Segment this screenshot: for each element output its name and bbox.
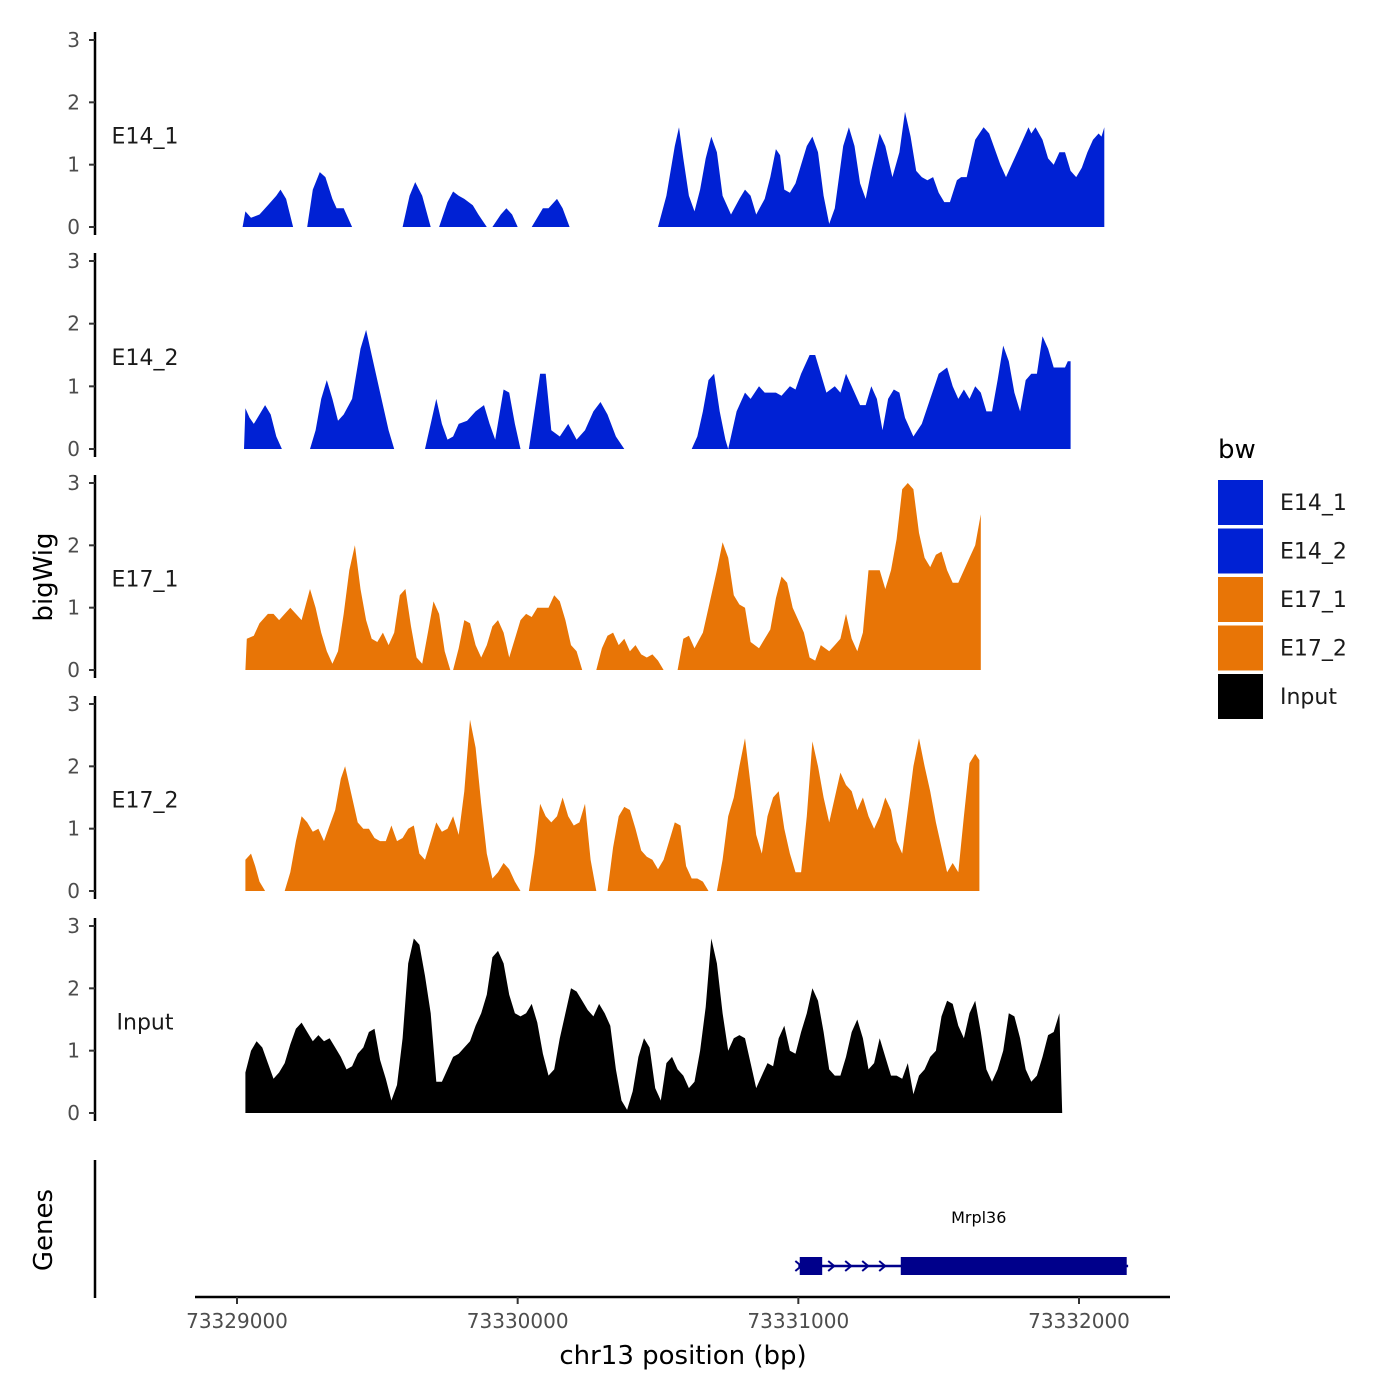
- x-axis: 73329000 73330000 73331000 73332000 chr13 po…: [186, 1295, 1170, 1371]
- strand-arrow: [861, 1260, 870, 1272]
- y-tick-label: 2: [67, 312, 80, 336]
- y-tick-label: 1: [67, 153, 80, 177]
- signal-area: [245, 938, 1063, 1113]
- y-tick-label: 3: [67, 471, 80, 495]
- x-tick-label: 73332000: [1028, 1309, 1130, 1333]
- legend-label: E17_2: [1280, 637, 1347, 662]
- y-tick-label: 0: [67, 437, 80, 461]
- y-tick-label: 1: [67, 1039, 80, 1063]
- gene-exon: [900, 1257, 1127, 1275]
- track-panel-e14-1: 0 1 2 3 E14_1: [67, 28, 1105, 239]
- legend-label: E14_1: [1280, 491, 1347, 516]
- y-tick-label: 3: [67, 914, 80, 938]
- legend-swatch: [1218, 528, 1263, 574]
- genes-axis-title: Genes: [29, 1189, 59, 1271]
- y-tick-label: 2: [67, 976, 80, 1000]
- legend-swatch: [1218, 480, 1263, 525]
- gene-exon: [799, 1257, 823, 1275]
- y-axis-title: bigWig: [29, 532, 59, 621]
- legend-label: Input: [1280, 685, 1337, 710]
- track-label: E17_1: [112, 568, 179, 593]
- legend-label: E14_2: [1280, 540, 1347, 565]
- gene-model: Mrpl36: [794, 1208, 1129, 1275]
- y-tick-label: 1: [67, 817, 80, 841]
- strand-arrow: [827, 1260, 836, 1272]
- y-tick-label: 0: [67, 658, 80, 682]
- track-panel-e17-2: 0 1 2 3 E17_2: [67, 692, 980, 903]
- y-tick-label: 1: [67, 374, 80, 398]
- y-tick-label: 2: [67, 754, 80, 778]
- signal-area: [242, 111, 1105, 227]
- x-axis-title: chr13 position (bp): [559, 1341, 806, 1371]
- track-panel-input: 0 1 2 3 Input: [67, 914, 1063, 1125]
- x-tick-label: 73329000: [186, 1309, 288, 1333]
- genes-panel: Genes Mrpl36: [29, 1160, 1129, 1298]
- x-tick-label: 73330000: [467, 1309, 569, 1333]
- legend-swatch: [1218, 625, 1263, 671]
- signal-area: [245, 719, 980, 891]
- track-panel-e17-1: 0 1 2 3 E17_1: [67, 471, 981, 682]
- track-label: Input: [117, 1011, 174, 1036]
- y-tick-label: 3: [67, 249, 80, 273]
- y-tick-label: 0: [67, 1101, 80, 1125]
- legend: bw E14_1 E14_2 E17_1 E17_2 Input: [1218, 435, 1347, 719]
- track-label: E17_2: [112, 789, 179, 814]
- y-tick-label: 2: [67, 533, 80, 557]
- y-tick-label: 0: [67, 879, 80, 903]
- legend-title: bw: [1218, 435, 1256, 465]
- y-tick-label: 2: [67, 90, 80, 114]
- track-panel-e14-2: 0 1 2 3 E14_2: [67, 249, 1071, 461]
- legend-swatch: [1218, 674, 1263, 719]
- strand-arrow: [794, 1260, 803, 1272]
- track-label: E14_2: [112, 346, 179, 371]
- x-tick-label: 73331000: [747, 1309, 849, 1333]
- signal-area: [244, 329, 1071, 449]
- gene-label: Mrpl36: [951, 1208, 1006, 1227]
- y-tick-label: 0: [67, 215, 80, 239]
- strand-arrow: [844, 1260, 853, 1272]
- legend-swatch: [1218, 577, 1263, 622]
- track-label: E14_1: [112, 125, 179, 150]
- signal-area: [245, 483, 981, 670]
- y-tick-label: 1: [67, 596, 80, 620]
- strand-arrow: [878, 1260, 887, 1272]
- y-tick-label: 3: [67, 28, 80, 52]
- legend-label: E17_1: [1280, 588, 1347, 613]
- y-tick-label: 3: [67, 692, 80, 716]
